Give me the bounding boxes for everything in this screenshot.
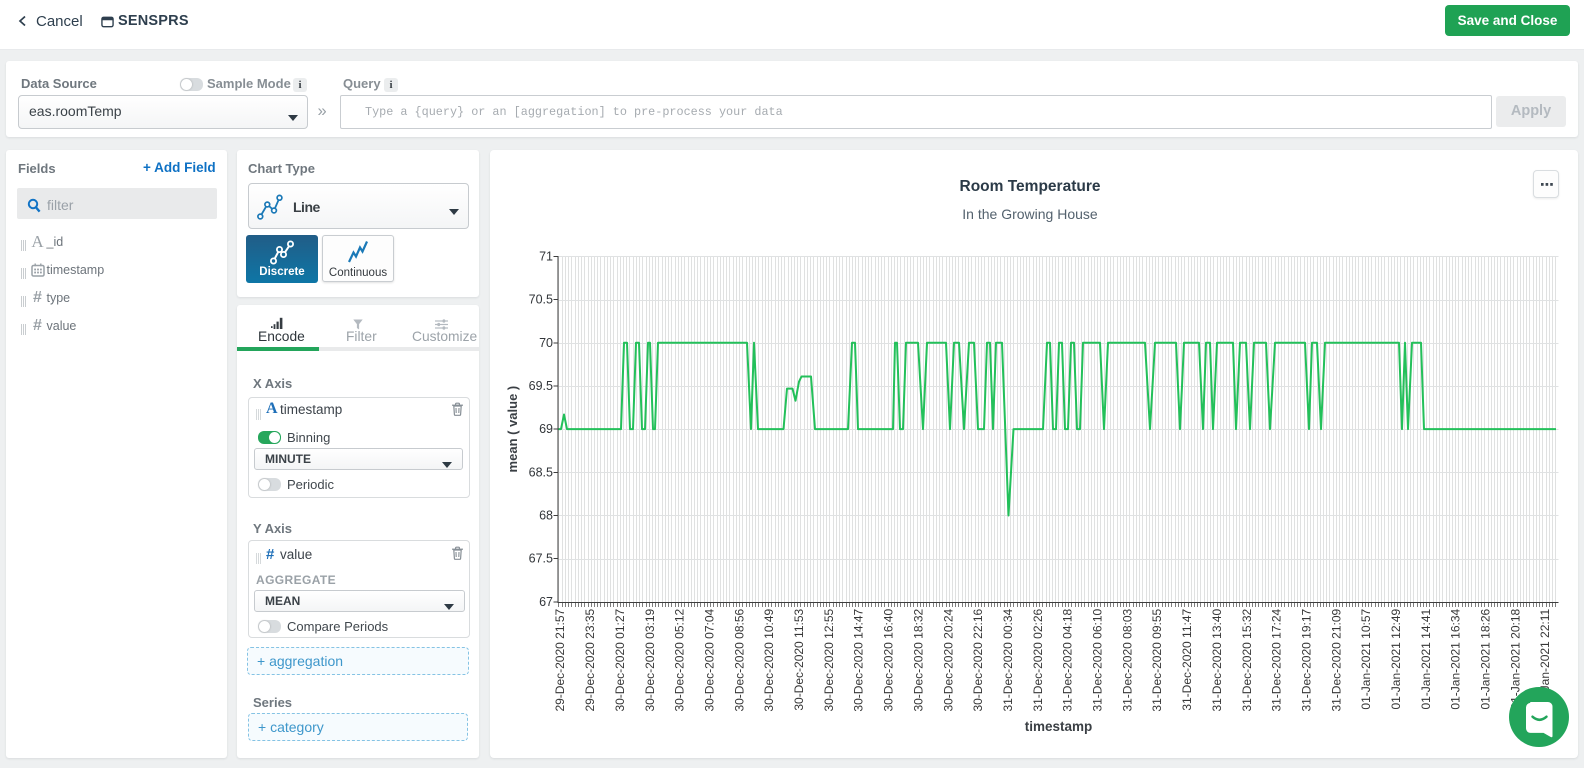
svg-text:timestamp: timestamp [1025, 719, 1093, 734]
svg-text:30-Dec-2020 08:56: 30-Dec-2020 08:56 [732, 608, 746, 711]
svg-text:31-Dec-2020 11:47: 31-Dec-2020 11:47 [1180, 608, 1194, 710]
svg-text:30-Dec-2020 11:53: 30-Dec-2020 11:53 [792, 608, 806, 710]
svg-text:01-Jan-2021 16:34: 01-Jan-2021 16:34 [1449, 608, 1463, 709]
svg-text:68: 68 [539, 508, 553, 522]
svg-text:69: 69 [539, 422, 553, 436]
svg-text:31-Dec-2020 09:55: 31-Dec-2020 09:55 [1150, 608, 1164, 711]
svg-text:30-Dec-2020 14:47: 30-Dec-2020 14:47 [852, 608, 866, 711]
svg-text:01-Jan-2021 20:18: 01-Jan-2021 20:18 [1508, 608, 1522, 709]
svg-text:30-Dec-2020 22:16: 30-Dec-2020 22:16 [971, 608, 985, 711]
svg-text:30-Dec-2020 16:40: 30-Dec-2020 16:40 [882, 608, 896, 711]
svg-text:mean ( value ): mean ( value ) [505, 386, 520, 473]
svg-text:29-Dec-2020 23:35: 29-Dec-2020 23:35 [583, 608, 597, 711]
svg-text:31-Dec-2020 02:26: 31-Dec-2020 02:26 [1031, 608, 1045, 711]
svg-text:67: 67 [539, 595, 553, 609]
svg-text:30-Dec-2020 18:32: 30-Dec-2020 18:32 [911, 608, 925, 711]
svg-text:30-Dec-2020 03:19: 30-Dec-2020 03:19 [643, 608, 657, 711]
svg-text:01-Jan-2021 10:57: 01-Jan-2021 10:57 [1359, 608, 1373, 709]
svg-text:01-Jan-2021 12:49: 01-Jan-2021 12:49 [1389, 608, 1403, 709]
svg-text:30-Dec-2020 01:27: 30-Dec-2020 01:27 [613, 608, 627, 711]
svg-text:30-Dec-2020 12:55: 30-Dec-2020 12:55 [822, 608, 836, 711]
svg-text:31-Dec-2020 06:10: 31-Dec-2020 06:10 [1091, 608, 1105, 711]
svg-text:67.5: 67.5 [529, 552, 553, 566]
svg-text:31-Dec-2020 21:09: 31-Dec-2020 21:09 [1329, 608, 1343, 711]
svg-text:01-Jan-2021 14:41: 01-Jan-2021 14:41 [1419, 608, 1433, 709]
svg-text:31-Dec-2020 19:17: 31-Dec-2020 19:17 [1300, 608, 1314, 711]
svg-text:30-Dec-2020 05:12: 30-Dec-2020 05:12 [673, 608, 687, 711]
svg-text:01-Jan-2021 22:11: 01-Jan-2021 22:11 [1538, 608, 1552, 708]
svg-text:70.5: 70.5 [529, 293, 553, 307]
svg-text:30-Dec-2020 20:24: 30-Dec-2020 20:24 [941, 608, 955, 711]
svg-text:31-Dec-2020 00:34: 31-Dec-2020 00:34 [1001, 608, 1015, 711]
svg-text:30-Dec-2020 10:49: 30-Dec-2020 10:49 [762, 608, 776, 711]
svg-text:31-Dec-2020 13:40: 31-Dec-2020 13:40 [1210, 608, 1224, 711]
svg-text:31-Dec-2020 17:24: 31-Dec-2020 17:24 [1270, 608, 1284, 711]
svg-text:01-Jan-2021 18:26: 01-Jan-2021 18:26 [1479, 608, 1493, 709]
svg-text:30-Dec-2020 07:04: 30-Dec-2020 07:04 [703, 608, 717, 711]
svg-text:31-Dec-2020 15:32: 31-Dec-2020 15:32 [1240, 608, 1254, 711]
svg-text:71: 71 [539, 250, 553, 264]
svg-text:68.5: 68.5 [529, 465, 553, 479]
svg-text:69.5: 69.5 [529, 379, 553, 393]
svg-text:29-Dec-2020 21:57: 29-Dec-2020 21:57 [553, 608, 567, 711]
svg-text:31-Dec-2020 04:18: 31-Dec-2020 04:18 [1061, 608, 1075, 711]
svg-text:31-Dec-2020 08:03: 31-Dec-2020 08:03 [1120, 608, 1134, 711]
svg-text:70: 70 [539, 336, 553, 350]
